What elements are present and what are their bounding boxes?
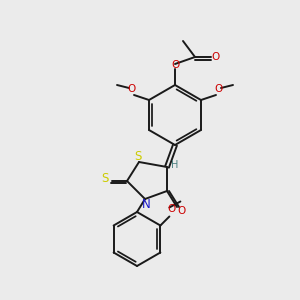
Text: O: O xyxy=(212,52,220,62)
Text: O: O xyxy=(167,203,175,214)
Text: O: O xyxy=(177,206,185,216)
Text: O: O xyxy=(127,84,135,94)
Text: H: H xyxy=(171,160,179,170)
Text: O: O xyxy=(215,84,223,94)
Text: O: O xyxy=(171,60,179,70)
Text: N: N xyxy=(142,197,150,211)
Text: S: S xyxy=(101,172,109,185)
Text: S: S xyxy=(134,149,142,163)
